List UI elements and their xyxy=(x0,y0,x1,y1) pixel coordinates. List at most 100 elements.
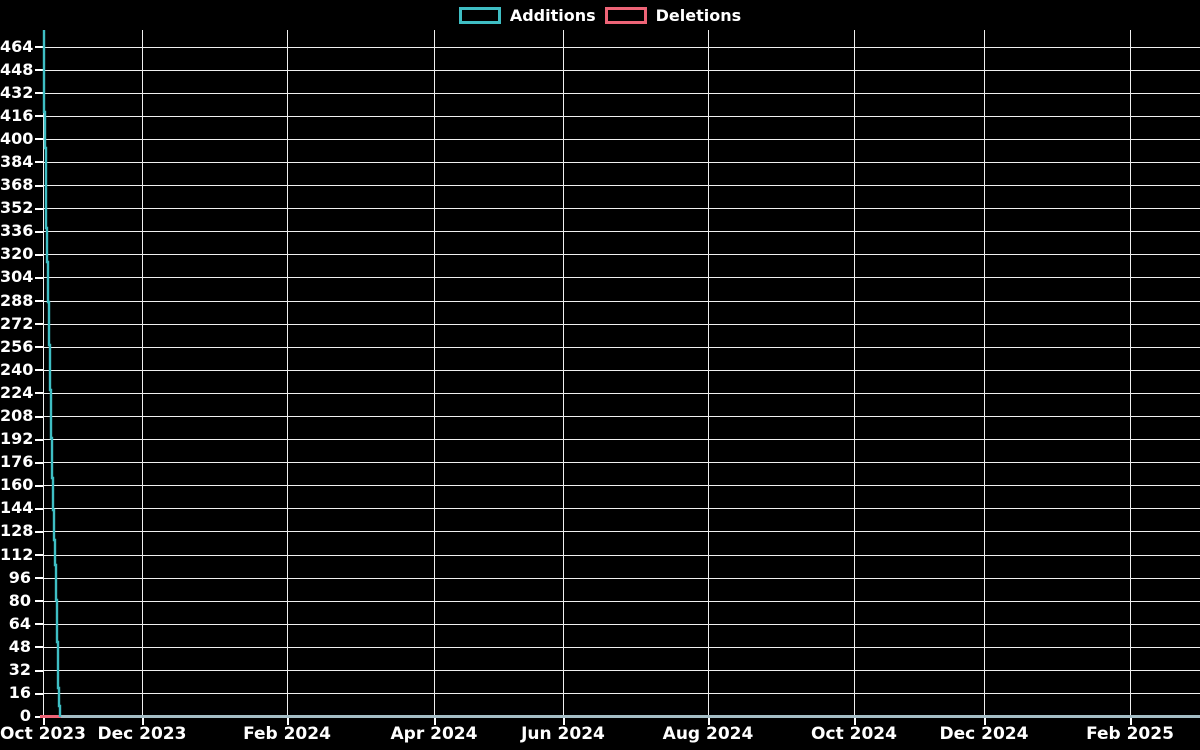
x-tick-label: Jun 2024 xyxy=(521,724,605,744)
y-gridline xyxy=(40,92,1200,94)
y-tick xyxy=(35,138,44,141)
x-gridline xyxy=(287,30,288,715)
y-tick-label: 16 xyxy=(8,683,31,703)
x-gridline xyxy=(708,30,709,715)
y-tick-label: 432 xyxy=(0,82,34,102)
y-gridline xyxy=(40,346,1200,348)
y-gridline xyxy=(40,369,1200,371)
y-gridline xyxy=(40,693,1200,695)
y-gridline xyxy=(40,138,1200,140)
x-gridline xyxy=(43,30,44,715)
y-tick xyxy=(35,577,44,580)
deletions-line xyxy=(40,714,61,718)
x-gridline xyxy=(142,30,143,715)
y-tick xyxy=(35,115,44,118)
y-gridline xyxy=(40,115,1200,117)
y-tick xyxy=(35,346,44,349)
y-gridline xyxy=(40,46,1200,48)
y-tick xyxy=(35,230,44,233)
legend-label-additions: Additions xyxy=(509,5,596,25)
x-tick xyxy=(42,717,45,725)
y-tick xyxy=(35,392,44,395)
x-axis-line xyxy=(40,714,1200,718)
y-tick xyxy=(35,323,44,326)
y-gridline xyxy=(40,185,1200,187)
y-tick xyxy=(35,554,44,557)
y-tick-label: 320 xyxy=(0,244,34,264)
y-tick-label: 448 xyxy=(0,59,34,79)
y-tick-label: 224 xyxy=(0,382,34,402)
x-tick xyxy=(562,717,565,725)
y-gridline xyxy=(40,531,1200,533)
deletions-swatch-icon xyxy=(604,7,647,24)
y-tick-label: 192 xyxy=(0,429,34,449)
y-gridline xyxy=(40,277,1200,279)
additions-swatch-icon xyxy=(458,7,501,24)
y-gridline xyxy=(40,254,1200,256)
y-tick-label: 352 xyxy=(0,198,34,218)
y-tick-label: 80 xyxy=(8,590,31,610)
y-tick-label: 48 xyxy=(8,636,31,656)
legend-label-deletions: Deletions xyxy=(655,5,742,25)
x-gridline xyxy=(1130,30,1131,715)
y-tick xyxy=(35,300,44,303)
y-gridline xyxy=(40,439,1200,441)
y-gridline xyxy=(40,623,1200,625)
x-gridline xyxy=(984,30,985,715)
x-tick-label: Dec 2023 xyxy=(97,724,187,744)
y-tick-label: 32 xyxy=(8,660,31,680)
y-tick-label: 208 xyxy=(0,406,34,426)
y-tick-label: 160 xyxy=(0,475,34,495)
y-tick-label: 96 xyxy=(8,567,31,587)
y-tick xyxy=(35,461,44,464)
y-gridline xyxy=(40,392,1200,394)
x-tick-label: Dec 2024 xyxy=(939,724,1029,744)
y-tick-label: 128 xyxy=(0,521,34,541)
y-gridline xyxy=(40,670,1200,672)
x-gridline xyxy=(854,30,855,715)
legend-item-additions: Additions xyxy=(458,5,596,25)
y-tick-label: 288 xyxy=(0,290,34,310)
legend-item-deletions: Deletions xyxy=(604,5,742,25)
y-gridline xyxy=(40,300,1200,302)
x-tick xyxy=(433,717,436,725)
y-gridline xyxy=(40,508,1200,510)
y-tick xyxy=(35,530,44,533)
x-tick-label: Oct 2024 xyxy=(811,724,897,744)
y-tick-label: 144 xyxy=(0,498,34,518)
x-tick xyxy=(141,717,144,725)
y-gridline xyxy=(40,600,1200,602)
y-tick xyxy=(35,623,44,626)
y-tick-label: 240 xyxy=(0,359,34,379)
y-tick-label: 400 xyxy=(0,128,34,148)
y-gridline xyxy=(40,462,1200,464)
y-tick-label: 384 xyxy=(0,151,34,171)
x-gridline xyxy=(563,30,564,715)
y-gridline xyxy=(40,161,1200,163)
y-tick xyxy=(35,646,44,649)
y-gridline xyxy=(40,208,1200,210)
x-tick xyxy=(1129,717,1132,725)
y-tick-label: 256 xyxy=(0,336,34,356)
y-tick xyxy=(35,161,44,164)
x-tick-label: Aug 2024 xyxy=(662,724,754,744)
y-tick xyxy=(35,507,44,510)
y-tick xyxy=(35,692,44,695)
y-tick-label: 464 xyxy=(0,36,34,56)
y-tick-label: 336 xyxy=(0,221,34,241)
x-gridline xyxy=(434,30,435,715)
y-tick xyxy=(35,69,44,72)
y-tick xyxy=(35,207,44,210)
y-tick-label: 112 xyxy=(0,544,34,564)
y-tick-label: 416 xyxy=(0,105,34,125)
y-tick xyxy=(35,715,44,718)
y-tick xyxy=(35,438,44,441)
x-tick-label: Feb 2025 xyxy=(1086,724,1174,744)
y-tick-label: 272 xyxy=(0,313,34,333)
x-tick-label: Feb 2024 xyxy=(243,724,331,744)
x-tick xyxy=(983,717,986,725)
y-tick xyxy=(35,92,44,95)
y-tick xyxy=(35,669,44,672)
y-gridline xyxy=(40,323,1200,325)
